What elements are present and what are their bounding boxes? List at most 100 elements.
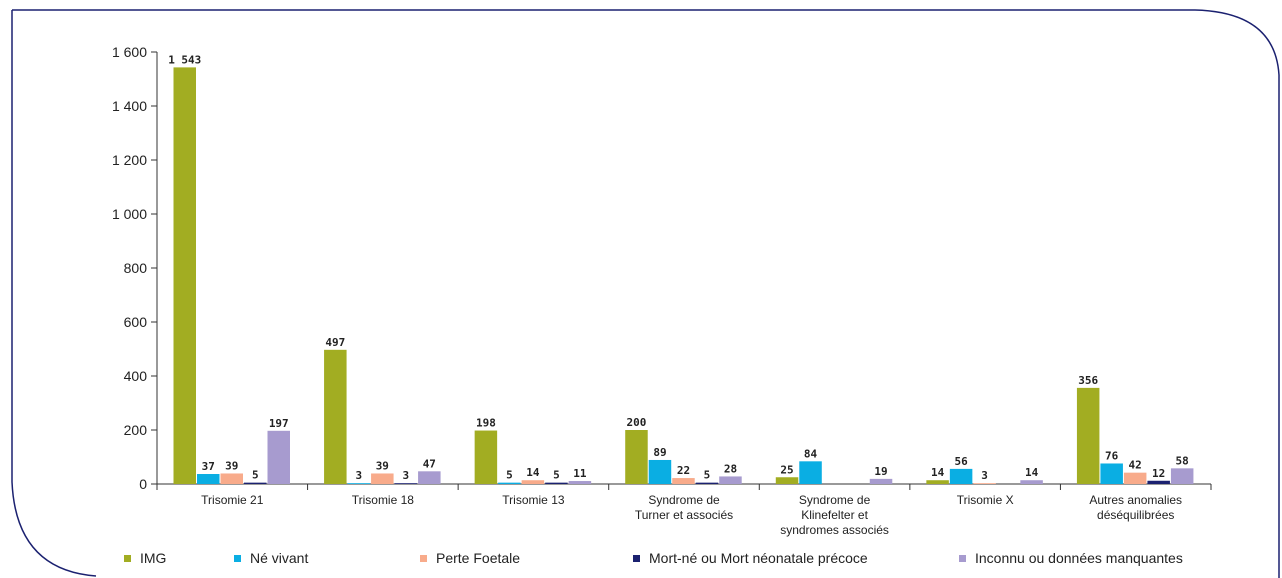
bar: [775, 477, 799, 484]
data-label: 14: [526, 466, 540, 479]
data-label: 5: [553, 469, 560, 482]
bar: [498, 482, 521, 484]
y-tick-label: 0: [139, 476, 147, 492]
y-tick-label: 400: [124, 368, 148, 384]
frame-border-bottom: [11, 10, 97, 577]
x-axis: Trisomie 21 Trisomie 18 Trisomie 13 Syndrom…: [156, 483, 1212, 537]
legend-item-mort-ne: Mort-né ou Mort néonatale précoce: [633, 550, 868, 566]
data-label: 56: [954, 455, 968, 468]
legend-swatch-img: [124, 554, 131, 562]
x-tick-label: Autres anomalies déséquilibrées: [1089, 493, 1182, 522]
data-label: 47: [423, 457, 436, 470]
bar: [545, 482, 568, 484]
bar: [347, 483, 371, 484]
y-tick-label: 200: [124, 422, 148, 438]
bar: [394, 483, 418, 484]
data-label: 497: [325, 336, 345, 349]
data-label: 197: [269, 417, 289, 430]
legend-label-img: IMG: [140, 550, 167, 566]
data-label: 42: [1129, 459, 1142, 472]
legend-swatch-perte-foetale: [420, 554, 427, 562]
bar: [418, 471, 441, 484]
legend-swatch-mort-ne: [633, 554, 640, 562]
y-tick-label: 1 400: [112, 98, 147, 114]
data-label: 14: [1025, 466, 1039, 479]
y-tick-label: 1 600: [112, 44, 147, 60]
bar: [1147, 480, 1170, 484]
bar: [625, 430, 648, 484]
y-tick-label: 800: [124, 260, 148, 276]
legend-item-img: IMG: [124, 550, 166, 566]
bar: [568, 481, 592, 484]
bar: [324, 349, 347, 484]
x-tick-label: Trisomie 18: [352, 493, 415, 507]
legend: IMG Né vivant Perte Foetale Mort-né ou M…: [0, 550, 1282, 570]
bar: [1123, 472, 1147, 484]
legend-item-perte-foetale: Perte Foetale: [420, 550, 520, 566]
legend-label-perte-foetale: Perte Foetale: [436, 550, 521, 566]
bar: [695, 482, 719, 484]
bar: [869, 478, 893, 484]
bar: [926, 480, 949, 484]
data-label: 3: [356, 469, 363, 482]
bar: [197, 474, 220, 484]
x-tick-label: Trisomie 13: [502, 493, 565, 507]
data-label: 5: [252, 469, 259, 482]
data-label: 25: [780, 463, 793, 476]
legend-label-mort-ne: Mort-né ou Mort néonatale précoce: [649, 550, 868, 566]
x-tick-label: Syndrome de Turner et associés: [635, 493, 733, 522]
data-label: 5: [704, 469, 711, 482]
data-label: 37: [202, 460, 215, 473]
bar: [220, 473, 243, 484]
legend-swatch-inconnu: [959, 554, 966, 562]
bar: [521, 480, 545, 484]
data-label: 200: [627, 416, 647, 429]
y-tick-label: 1 200: [112, 152, 147, 168]
bar: [719, 476, 742, 484]
data-label: 5: [506, 469, 513, 482]
data-label: 198: [476, 417, 496, 430]
legend-item-inconnu: Inconnu ou données manquantes: [959, 550, 1183, 566]
bar: [1076, 387, 1100, 484]
bar: [1100, 463, 1123, 484]
y-axis: 0 200 400 600 800 1 000 1 200 1 400 1 600: [112, 44, 158, 492]
x-tick-label: Trisomie 21: [201, 493, 264, 507]
legend-swatch-ne-vivant: [234, 554, 241, 562]
legend-label-inconnu: Inconnu ou données manquantes: [975, 550, 1183, 566]
data-label: 39: [225, 459, 238, 472]
x-tick-label: Syndrome de Klinefelter et syndromes assoc…: [780, 493, 889, 537]
bar: [267, 430, 290, 484]
data-label: 89: [653, 446, 666, 459]
bar: [949, 468, 973, 484]
data-label: 11: [573, 467, 587, 480]
x-tick-label: Trisomie X: [957, 493, 1014, 507]
data-label: 14: [931, 466, 945, 479]
data-label: 3: [403, 469, 410, 482]
data-label: 1 543: [168, 53, 201, 66]
legend-item-ne-vivant: Né vivant: [234, 550, 308, 566]
legend-label-ne-vivant: Né vivant: [250, 550, 309, 566]
data-label: 76: [1105, 449, 1119, 462]
data-label: 356: [1078, 374, 1098, 387]
data-label: 22: [677, 464, 690, 477]
bar: [371, 473, 394, 484]
data-label: 84: [804, 447, 818, 460]
bar: [672, 478, 695, 484]
data-label: 3: [981, 469, 988, 482]
data-label: 19: [874, 465, 887, 478]
bar: [1020, 480, 1043, 484]
bar: [244, 482, 267, 484]
y-tick-label: 1 000: [112, 206, 147, 222]
data-label: 12: [1152, 467, 1165, 480]
data-label: 28: [724, 462, 737, 475]
bar: [1170, 468, 1194, 484]
bar: [799, 461, 822, 484]
data-label: 39: [376, 459, 389, 472]
frame-border: [12, 9, 1280, 578]
y-tick-label: 600: [124, 314, 148, 330]
bar: [474, 430, 498, 484]
bars: [173, 67, 1194, 484]
